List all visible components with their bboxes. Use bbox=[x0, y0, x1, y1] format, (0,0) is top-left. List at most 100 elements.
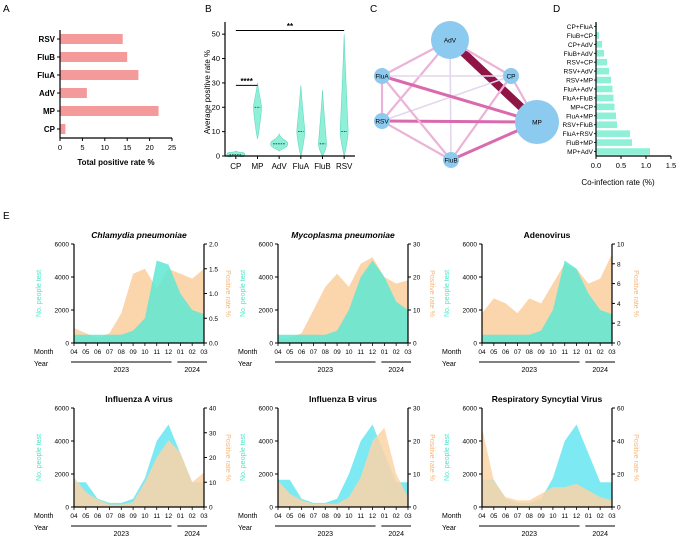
tick-label-e-month: 05 bbox=[82, 513, 90, 520]
tick-label-e-left: 0 bbox=[473, 341, 477, 348]
tick-label-b-y: 40 bbox=[212, 54, 220, 63]
tick-label-e-month: 04 bbox=[70, 513, 78, 520]
tick-label-e-month: 07 bbox=[514, 349, 522, 356]
tick-label-e-left: 2000 bbox=[259, 472, 274, 479]
tick-label-a-x: 5 bbox=[80, 143, 84, 152]
tick-label-e-month: 06 bbox=[502, 513, 510, 520]
tick-label-e-month: 12 bbox=[165, 349, 173, 356]
tick-label-e-right: 20 bbox=[209, 455, 217, 462]
tick-label-e-month: 04 bbox=[274, 349, 282, 356]
tick-label-e-month: 06 bbox=[94, 513, 102, 520]
node-label-c-flub: FluB bbox=[444, 158, 457, 165]
tick-label-b-adv: AdV bbox=[272, 162, 288, 171]
edge-c-mp-rsv bbox=[380, 119, 539, 124]
tick-label-d-rsv-flub: RSV+FluB bbox=[562, 122, 593, 129]
axis-label-e-month: Month bbox=[442, 513, 462, 520]
tick-label-e-month: 08 bbox=[322, 513, 330, 520]
bar-d-flua-flub bbox=[596, 94, 614, 102]
bar-a-flua bbox=[60, 70, 139, 80]
panel-letter-d: D bbox=[553, 4, 560, 15]
bar-a-flub bbox=[60, 52, 128, 62]
axis-label-e-month: Month bbox=[238, 349, 258, 356]
year-label-e-2024: 2024 bbox=[184, 531, 200, 538]
tick-label-e-month: 01 bbox=[585, 349, 593, 356]
node-c-flua bbox=[374, 68, 390, 84]
tick-label-a-flub: FluB bbox=[37, 53, 55, 62]
tick-label-b-y: 10 bbox=[212, 127, 220, 136]
tick-label-e-month: 07 bbox=[310, 349, 318, 356]
tick-label-b-flua: FluA bbox=[293, 162, 310, 171]
tick-label-a-rsv: RSV bbox=[39, 35, 56, 44]
tick-label-e-right: 0.0 bbox=[209, 341, 218, 348]
area-tests-e-3 bbox=[482, 260, 612, 343]
tick-label-e-month: 09 bbox=[333, 349, 341, 356]
tick-label-e-month: 09 bbox=[537, 513, 545, 520]
axis-label-e-year: Year bbox=[34, 361, 49, 368]
tick-label-e-month: 03 bbox=[404, 513, 412, 520]
tick-label-e-left: 6000 bbox=[259, 406, 274, 413]
tick-label-e-left: 6000 bbox=[259, 242, 274, 249]
axis-title-e-right: Positive rate % bbox=[224, 434, 231, 481]
tick-label-e-month: 01 bbox=[585, 513, 593, 520]
tick-label-d-cp-adv: CP+AdV bbox=[568, 42, 594, 49]
tick-label-e-month: 02 bbox=[597, 513, 605, 520]
tick-label-e-left: 0 bbox=[269, 341, 273, 348]
tick-label-e-month: 10 bbox=[141, 513, 149, 520]
tick-label-e-right: 0 bbox=[413, 341, 417, 348]
panel-letter-b: B bbox=[205, 4, 212, 15]
tick-label-d-mp-cp: MP+CP bbox=[570, 104, 593, 111]
axis-label-e-year: Year bbox=[442, 525, 457, 532]
tick-label-e-month: 05 bbox=[490, 349, 498, 356]
sig-label-b-2: ** bbox=[287, 22, 294, 31]
tick-label-e-month: 07 bbox=[514, 513, 522, 520]
tick-label-a-x: 15 bbox=[123, 143, 131, 152]
tick-label-e-right: 20 bbox=[617, 472, 625, 479]
tick-label-b-flub: FluB bbox=[314, 162, 330, 171]
tick-label-e-left: 6000 bbox=[463, 242, 478, 249]
area-rate-e-5 bbox=[278, 427, 408, 507]
tick-label-e-month: 11 bbox=[357, 349, 364, 356]
tick-label-e-right: 1.0 bbox=[209, 291, 218, 298]
axis-label-e-month: Month bbox=[238, 513, 258, 520]
tick-label-e-month: 03 bbox=[608, 513, 616, 520]
tick-label-a-x: 10 bbox=[101, 143, 109, 152]
bar-a-mp bbox=[60, 106, 159, 116]
tick-label-e-month: 09 bbox=[333, 513, 341, 520]
node-label-c-cp: CP bbox=[506, 74, 515, 81]
panel-letter-a: A bbox=[3, 4, 10, 15]
tick-label-e-month: 04 bbox=[478, 349, 486, 356]
bar-d-rsv-cp bbox=[596, 58, 607, 66]
tick-label-e-month: 08 bbox=[526, 349, 534, 356]
node-label-c-flua: FluA bbox=[375, 74, 389, 81]
area-rate-e-4 bbox=[74, 440, 204, 507]
tick-label-e-right: 0 bbox=[413, 505, 417, 512]
tick-label-e-left: 4000 bbox=[463, 275, 478, 282]
tick-label-e-right: 10 bbox=[209, 480, 217, 487]
tick-label-e-left: 2000 bbox=[55, 308, 70, 315]
axis-title-e-left: No. people test bbox=[240, 270, 247, 317]
axis-label-e-year: Year bbox=[238, 525, 253, 532]
tick-label-e-right: 6 bbox=[617, 281, 621, 288]
subplot-title-e-4: Influenza A virus bbox=[105, 394, 173, 404]
tick-label-d-x: 1.5 bbox=[666, 161, 676, 170]
tick-label-d-rsv-mp: RSV+MP bbox=[566, 78, 593, 85]
edge-c-rsv-flub bbox=[380, 119, 453, 162]
panel-letter-c: C bbox=[370, 4, 377, 15]
year-label-e-2024: 2024 bbox=[592, 531, 608, 538]
tick-label-e-month: 09 bbox=[129, 349, 137, 356]
year-label-e-2024: 2024 bbox=[388, 367, 404, 374]
tick-label-e-month: 01 bbox=[177, 513, 185, 520]
tick-label-e-month: 05 bbox=[286, 513, 294, 520]
tick-label-e-right: 40 bbox=[209, 406, 217, 413]
bar-d-flub-cp bbox=[596, 32, 599, 39]
tick-label-e-month: 08 bbox=[118, 349, 126, 356]
tick-label-e-left: 2000 bbox=[259, 308, 274, 315]
tick-label-e-month: 04 bbox=[478, 513, 486, 520]
year-label-e-2023: 2023 bbox=[317, 531, 333, 538]
area-rate-e-6 bbox=[482, 427, 612, 507]
tick-label-e-month: 04 bbox=[70, 349, 78, 356]
bar-d-flua-rsv bbox=[596, 130, 630, 137]
tick-label-e-month: 02 bbox=[393, 513, 401, 520]
tick-label-e-left: 2000 bbox=[463, 472, 478, 479]
